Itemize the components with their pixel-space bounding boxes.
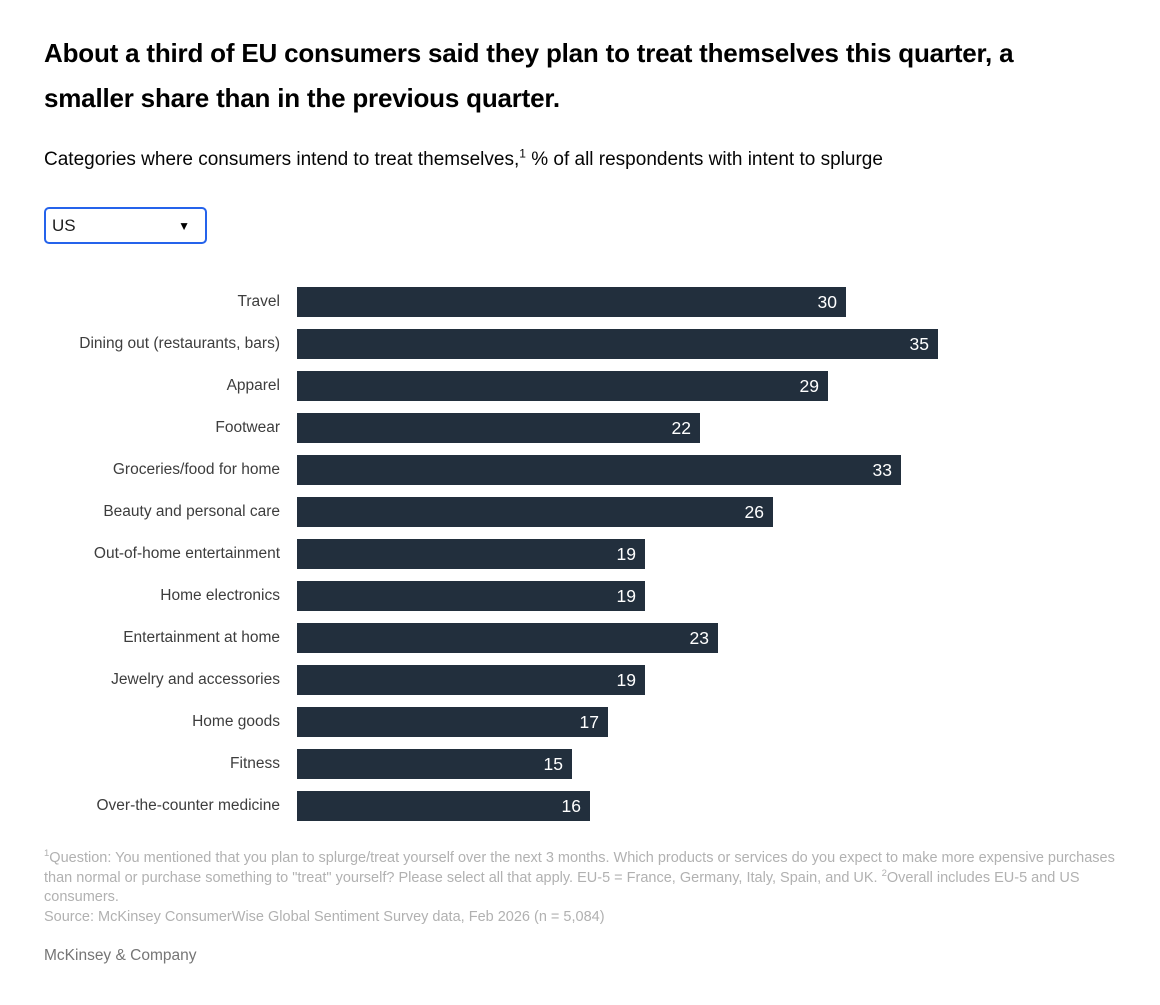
bar-value-label: 35 <box>909 333 929 354</box>
bar-track: 15 <box>297 749 1116 779</box>
subtitle-text-continued: % of all respondents with intent to splu… <box>525 149 883 170</box>
category-label: Jewelry and accessories <box>111 671 280 688</box>
subtitle-footnote-marker: 1 <box>519 146 526 161</box>
chart-row: Home electronics 19 <box>44 581 1116 611</box>
page-title: About a third of EU consumers said they … <box>44 38 1014 113</box>
category-label: Home electronics <box>160 587 280 604</box>
bar: 29 <box>297 371 828 401</box>
bar-value-label: 23 <box>689 627 709 648</box>
chart-row: Out-of-home entertainment 19 <box>44 539 1116 569</box>
category-label: Dining out (restaurants, bars) <box>79 335 280 352</box>
region-select-value: US <box>52 215 76 235</box>
bar-track: 19 <box>297 539 1116 569</box>
bar-chart: Travel 30 Dining out (restaurants, bars) 35… <box>44 287 1116 821</box>
chart-row: Apparel 29 <box>44 371 1116 401</box>
chart-row: Groceries/food for home 33 <box>44 455 1116 485</box>
category-label: Travel <box>237 293 281 310</box>
chart-row: Dining out (restaurants, bars) 35 <box>44 329 1116 359</box>
bar-value-label: 33 <box>872 459 892 480</box>
bar-track: 17 <box>297 707 1116 737</box>
chart-row: Home goods 17 <box>44 707 1116 737</box>
bar: 15 <box>297 749 572 779</box>
category-label: Fitness <box>230 755 280 772</box>
category-label: Entertainment at home <box>123 629 280 646</box>
bar-value-label: 19 <box>616 585 636 606</box>
footnote-text-1: Question: You mentioned that you plan to… <box>44 850 1115 886</box>
bar-value-label: 19 <box>616 543 636 564</box>
category-label: Footwear <box>215 419 280 436</box>
bar: 35 <box>297 329 938 359</box>
bar: 19 <box>297 581 645 611</box>
bar: 22 <box>297 413 700 443</box>
bar: 26 <box>297 497 773 527</box>
chart-row: Over-the-counter medicine 16 <box>44 791 1116 821</box>
chart-row: Jewelry and accessories 19 <box>44 665 1116 695</box>
chart-row: Fitness 15 <box>44 749 1116 779</box>
chevron-down-icon: ▼ <box>178 218 190 233</box>
bar-track: 19 <box>297 665 1116 695</box>
footnote-text-2: Overall includes EU-5 and US consumers. <box>44 869 1080 906</box>
bar-track: 16 <box>297 791 1116 821</box>
bar-value-label: 17 <box>579 711 599 732</box>
brand-logo: McKinsey & Company <box>44 947 197 964</box>
bar: 19 <box>297 665 645 695</box>
bar-track: 30 <box>297 287 1116 317</box>
bar-track: 35 <box>297 329 1116 359</box>
category-label: Home goods <box>192 713 280 730</box>
bar: 30 <box>297 287 846 317</box>
subtitle-text: Categories where consumers intend to tre… <box>44 149 520 170</box>
chart-row: Travel 30 <box>44 287 1116 317</box>
bar-value-label: 30 <box>817 291 837 312</box>
bar: 33 <box>297 455 901 485</box>
bar-value-label: 16 <box>561 795 581 816</box>
bar-value-label: 26 <box>744 501 764 522</box>
footnotes: 1Question: You mentioned that you plan t… <box>44 849 1116 908</box>
chart-row: Beauty and personal care 26 <box>44 497 1116 527</box>
chart-row: Entertainment at home 23 <box>44 623 1116 653</box>
bar: 19 <box>297 539 645 569</box>
category-label: Out-of-home entertainment <box>93 545 280 562</box>
bar-track: 26 <box>297 497 1116 527</box>
bar: 23 <box>297 623 718 653</box>
category-label: Groceries/food for home <box>112 461 280 478</box>
source-line: Source: McKinsey ConsumerWise Global Sen… <box>44 908 605 925</box>
bar-track: 23 <box>297 623 1116 653</box>
chart-row: Footwear 22 <box>44 413 1116 443</box>
bar-value-label: 22 <box>671 417 691 438</box>
category-label: Over-the-counter medicine <box>96 797 281 814</box>
footnote-marker-1: 1 <box>44 848 50 860</box>
category-label: Apparel <box>226 377 280 394</box>
bar: 17 <box>297 707 608 737</box>
chart-subtitle: Categories where consumers intend to tre… <box>44 148 1116 171</box>
bar-track: 22 <box>297 413 1116 443</box>
bar-value-label: 15 <box>543 753 563 774</box>
bar-track: 29 <box>297 371 1116 401</box>
bar-value-label: 29 <box>799 375 819 396</box>
bar-track: 19 <box>297 581 1116 611</box>
bar-value-label: 19 <box>616 669 636 690</box>
footnote-marker-2: 2 <box>881 867 887 879</box>
bar: 16 <box>297 791 590 821</box>
region-select[interactable]: US ▼ <box>44 207 207 244</box>
category-label: Beauty and personal care <box>103 503 280 520</box>
bar-track: 33 <box>297 455 1116 485</box>
